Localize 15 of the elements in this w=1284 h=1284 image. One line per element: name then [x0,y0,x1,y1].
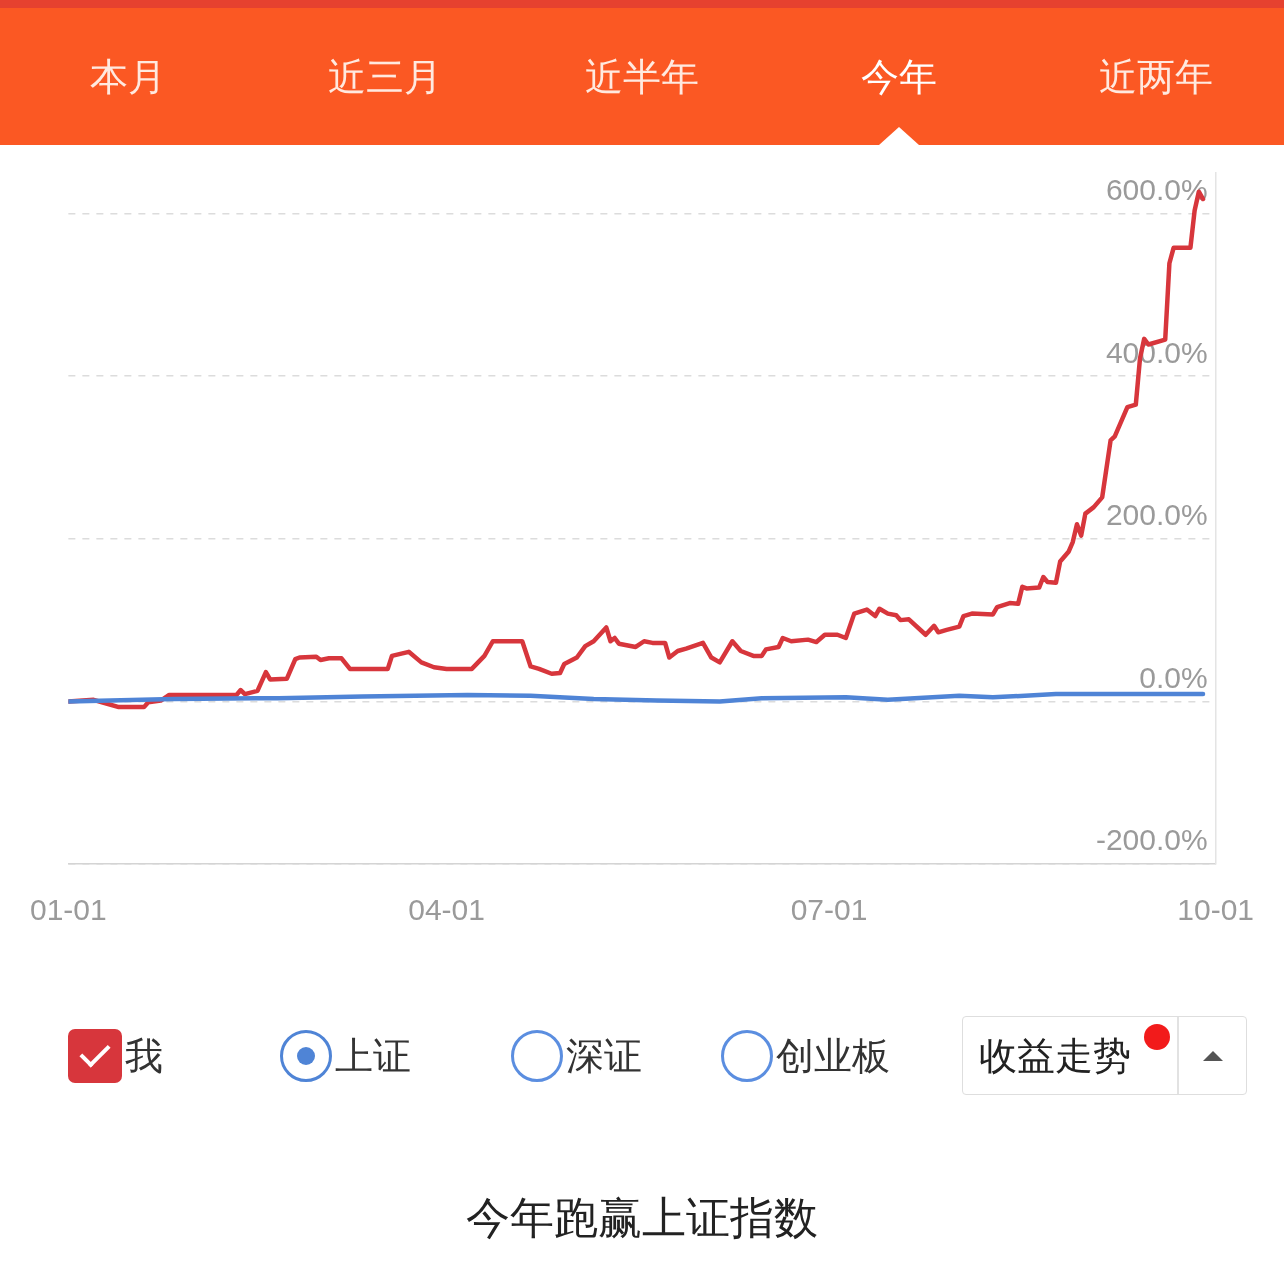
tab-bar: 本月 近三月 近半年 今年 近两年 [0,0,1284,145]
y-tick-label: 200.0% [1105,498,1208,532]
x-tick-label: 04-01 [408,893,485,927]
text: 深证 [566,1034,642,1078]
text: 今年跑赢上证指数 [466,1192,818,1243]
y-tick-label: 0.0% [1139,660,1208,694]
text: 创业板 [776,1034,890,1078]
x-tick-label: 10-01 [1177,893,1254,927]
legend-label: 我 [125,1034,163,1078]
legend-label: 上证 [335,1034,411,1078]
y-tick-label: -200.0% [1095,823,1208,857]
x-tick-label: 07-01 [790,893,868,927]
y-tick-label: 600.0% [1105,172,1208,206]
x-tick-label: 01-01 [30,893,107,927]
dropdown-box: 收益走势 [962,1016,1247,1095]
